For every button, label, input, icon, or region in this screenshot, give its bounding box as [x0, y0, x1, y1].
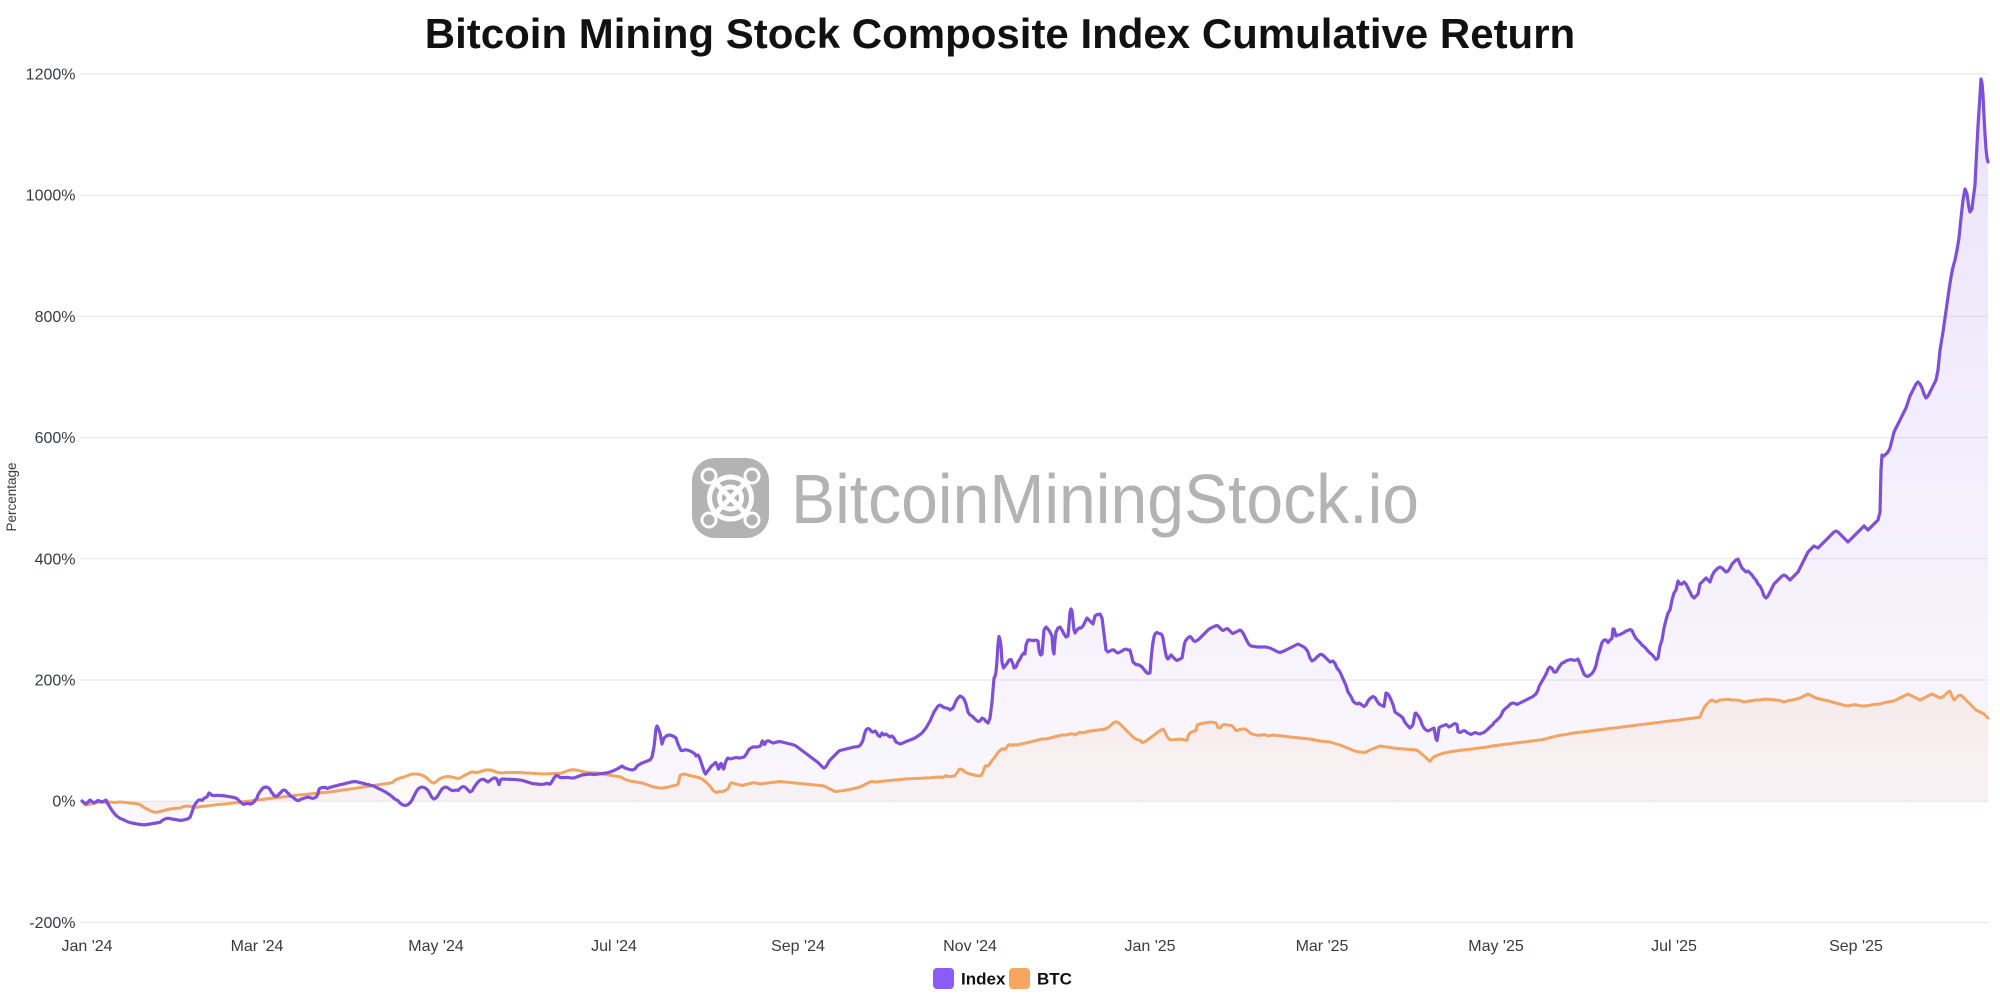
svg-text:May '25: May '25: [1468, 938, 1524, 955]
svg-text:Jan '25: Jan '25: [1124, 938, 1175, 955]
svg-text:BTC: BTC: [1037, 970, 1072, 989]
svg-text:BitcoinMiningStock.io: BitcoinMiningStock.io: [791, 460, 1419, 538]
svg-text:1000%: 1000%: [26, 188, 76, 205]
svg-text:Mar '25: Mar '25: [1296, 938, 1349, 955]
svg-text:200%: 200%: [35, 673, 76, 690]
svg-text:600%: 600%: [35, 430, 76, 447]
svg-text:May '24: May '24: [408, 938, 464, 955]
svg-text:Jul '24: Jul '24: [591, 938, 637, 955]
svg-text:0%: 0%: [52, 794, 75, 811]
svg-text:400%: 400%: [35, 551, 76, 568]
svg-text:800%: 800%: [35, 309, 76, 326]
svg-text:Index: Index: [961, 970, 1006, 989]
svg-text:Nov '24: Nov '24: [943, 938, 997, 955]
svg-text:Bitcoin Mining Stock Composite: Bitcoin Mining Stock Composite Index Cum…: [425, 10, 1575, 57]
svg-text:Sep '24: Sep '24: [771, 938, 825, 955]
svg-text:Jan '24: Jan '24: [61, 938, 112, 955]
svg-text:Percentage: Percentage: [4, 462, 19, 531]
svg-text:Sep '25: Sep '25: [1829, 938, 1883, 955]
svg-text:Jul '25: Jul '25: [1651, 938, 1697, 955]
svg-text:-200%: -200%: [29, 915, 75, 932]
svg-text:Mar '24: Mar '24: [231, 938, 284, 955]
svg-text:1200%: 1200%: [26, 67, 76, 84]
